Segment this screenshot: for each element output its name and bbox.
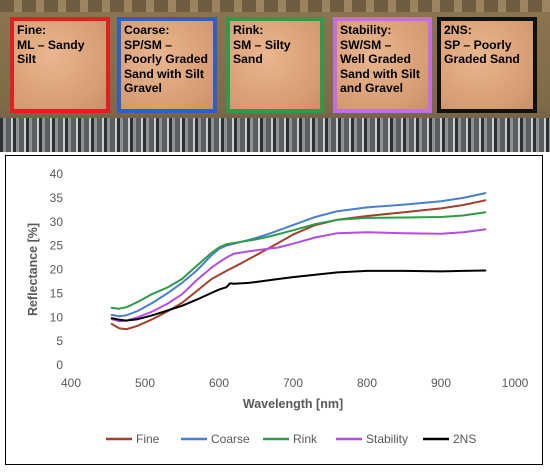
x-tick-label: 800: [357, 376, 377, 390]
y-tick-label: 20: [50, 263, 64, 277]
x-tick-label: 700: [283, 376, 303, 390]
sample-coarse: Coarse: SP/SM – Poorly Graded Sand with …: [117, 17, 217, 113]
legend-label-coarse: Coarse: [211, 432, 250, 446]
reflectance-chart-svg: 0 5 10 15 20 25 30 35 40 400 500 600 700 800 900 1000 Wa…: [26, 167, 529, 446]
x-tick-label: 600: [209, 376, 229, 390]
sample-coarse-label: Coarse: SP/SM – Poorly Graded Sand with …: [124, 23, 208, 95]
sample-2ns-label: 2NS: SP – Poorly Graded Sand: [444, 23, 520, 66]
y-tick-label: 5: [56, 334, 63, 348]
chart-series: [110, 192, 487, 331]
legend-label-2ns: 2NS: [453, 432, 476, 446]
y-tick-label: 25: [50, 239, 64, 253]
x-tick-label: 500: [135, 376, 155, 390]
series-line-stability: [110, 228, 487, 323]
x-tick-label: 1000: [502, 376, 529, 390]
series-line-fine: [110, 199, 487, 331]
x-tick-label: 400: [61, 376, 81, 390]
sample-fine: Fine: ML – Sandy Silt: [10, 17, 110, 113]
y-tick-label: 0: [56, 358, 63, 372]
series-line-rink: [110, 211, 487, 310]
y-tick-label: 30: [50, 215, 64, 229]
sample-stability-label: Stability: SW/SM – Well Graded Sand with…: [340, 23, 420, 95]
sample-rink-label: Rink: SM – Silty Sand: [233, 23, 291, 66]
y-axis-title: Reflectance [%]: [26, 223, 40, 316]
y-tick-label: 35: [50, 191, 64, 205]
y-tick-label: 10: [50, 310, 64, 324]
legend-label-stability: Stability: [366, 432, 408, 446]
sample-fine-label: Fine: ML – Sandy Silt: [17, 23, 85, 66]
y-tick-label: 40: [50, 167, 64, 181]
sample-photo-strip: Fine: ML – Sandy Silt Coarse: SP/SM – Po…: [0, 0, 550, 152]
chart-axes: 0 5 10 15 20 25 30 35 40 400 500 600 700 800 900 1000 Wa…: [26, 167, 529, 411]
legend-label-rink: Rink: [293, 432, 318, 446]
y-tick-label: 15: [50, 286, 64, 300]
sample-tray-rail: [0, 118, 550, 152]
reflectance-chart: 0 5 10 15 20 25 30 35 40 400 500 600 700 800 900 1000 Wa…: [5, 155, 543, 465]
sample-2ns: 2NS: SP – Poorly Graded Sand: [437, 17, 537, 113]
series-line-2ns: [110, 269, 487, 322]
sample-stability: Stability: SW/SM – Well Graded Sand with…: [333, 17, 432, 113]
chart-legend: Fine Coarse Rink Stability 2NS: [106, 432, 476, 446]
series-line-coarse: [110, 192, 487, 318]
legend-label-fine: Fine: [136, 432, 160, 446]
x-tick-label: 900: [431, 376, 451, 390]
sample-rink: Rink: SM – Silty Sand: [226, 17, 324, 113]
x-axis-title: Wavelength [nm]: [243, 397, 343, 411]
